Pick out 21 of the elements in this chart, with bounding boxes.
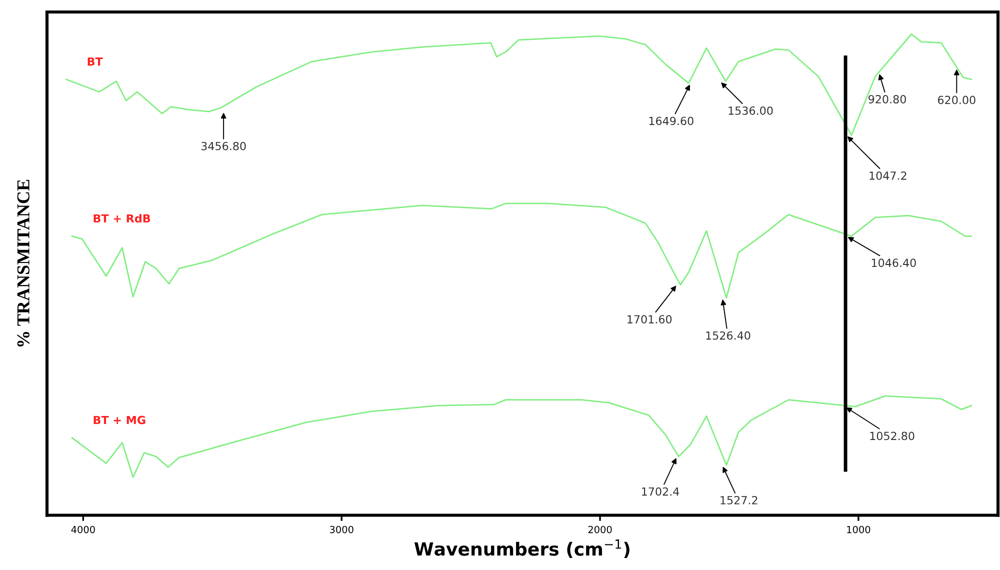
annotation: 1052.80 [870,432,914,440]
annotation: 1702.4 [642,487,680,496]
x-tick-label: 2000 [588,526,612,534]
annotation: 1047.2 [870,171,906,180]
x-tick-label: 3000 [330,526,354,534]
annotation: 1526.40 [706,331,750,340]
x-axis-title: Wavenumbers (cm$^{−1}$) [414,539,630,558]
annotation: 1527.2 [720,496,758,504]
annotation: 1649.60 [649,116,694,126]
x-tick-label: 1000 [847,526,870,534]
x-tick-label: 4000 [71,526,95,534]
y-axis-title: % TRANSMITANCE [17,180,30,346]
annotation: 1701.60 [628,315,672,324]
text: BT + MG [94,416,146,424]
annotation: 920.80 [868,95,906,104]
annotation: 1046.40 [872,258,916,268]
series-label: BT + RdB [94,214,150,223]
annotation: 620.00 [938,96,976,104]
series-label: BT [88,57,103,66]
annotation: 3456.80 [201,142,246,150]
annotation: 1536.00 [728,106,773,115]
